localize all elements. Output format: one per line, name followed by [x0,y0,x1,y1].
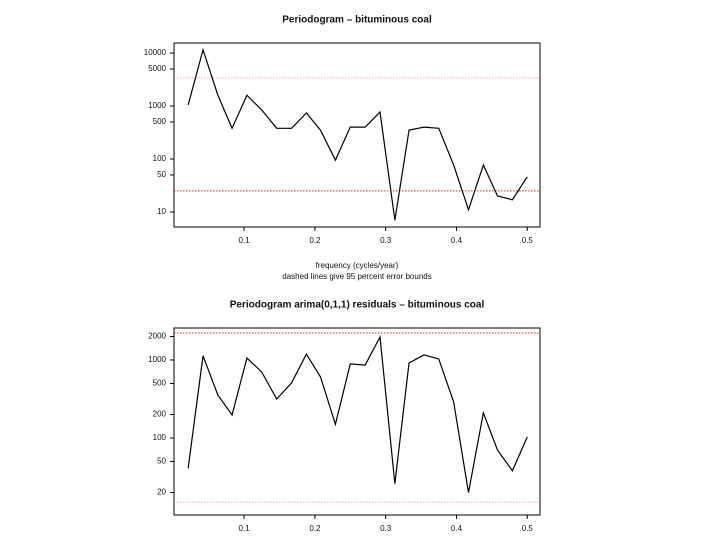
y-tick-label: 5000 [148,64,166,73]
y-tick-label: 10000 [144,48,167,57]
y-tick-label: 200 [153,410,167,419]
y-tick-label: 50 [157,457,166,466]
x-tick-label: 0.3 [380,524,392,533]
y-tick-label: 100 [153,433,167,442]
series-line [187,334,528,493]
y-tick-label: 50 [157,170,166,179]
subtitle: dashed lines give 95 percent error bound… [282,272,431,281]
x-tick-label: 0.5 [522,524,534,533]
y-tick-label: 2000 [148,332,166,341]
x-axis-label: frequency (cycles/year) [316,261,399,270]
x-tick-label: 0.4 [451,236,463,245]
y-tick-label: 500 [153,117,167,126]
y-tick-label: 500 [153,379,167,388]
y-tick-label: 20 [157,488,166,497]
plot-frame [173,42,541,228]
x-tick-label: 0.4 [451,524,463,533]
y-tick-label: 10 [157,207,166,216]
x-tick-label: 0.2 [309,524,321,533]
chart-title: Periodogram arima(0,1,1) residuals – bit… [230,300,485,311]
y-tick-label: 1000 [148,101,166,110]
series-line [187,47,528,221]
y-tick-label: 100 [153,154,167,163]
x-tick-label: 0.5 [522,236,534,245]
x-tick-label: 0.1 [239,236,251,245]
x-tick-label: 0.1 [239,524,251,533]
x-tick-label: 0.3 [380,236,392,245]
chart-title: Periodogram – bituminous coal [282,15,432,26]
y-tick-label: 1000 [148,355,166,364]
x-tick-label: 0.2 [309,236,321,245]
plot-frame [173,327,541,516]
